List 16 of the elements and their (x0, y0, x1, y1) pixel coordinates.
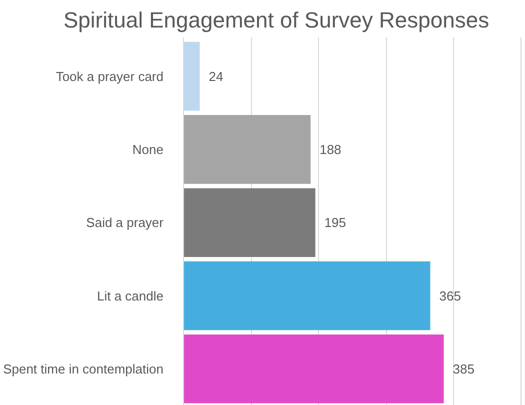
y-tick-label: None (132, 142, 164, 157)
y-tick-label: Spent time in contemplation (3, 361, 164, 376)
data-label: 385 (452, 361, 474, 376)
data-label: 188 (320, 142, 342, 157)
y-tick-label: Lit a candle (97, 288, 164, 304)
bar (184, 334, 444, 404)
data-label: 365 (439, 288, 461, 304)
chart-title: Spiritual Engagement of Survey Responses (64, 8, 490, 32)
bar (184, 261, 430, 330)
data-label: 195 (324, 215, 346, 230)
y-tick-label: Said a prayer (86, 215, 164, 230)
bar (184, 115, 311, 184)
bar (184, 188, 316, 257)
y-tick-label: Took a prayer card (56, 68, 164, 84)
bar (184, 42, 200, 111)
data-label: 24 (208, 68, 224, 84)
